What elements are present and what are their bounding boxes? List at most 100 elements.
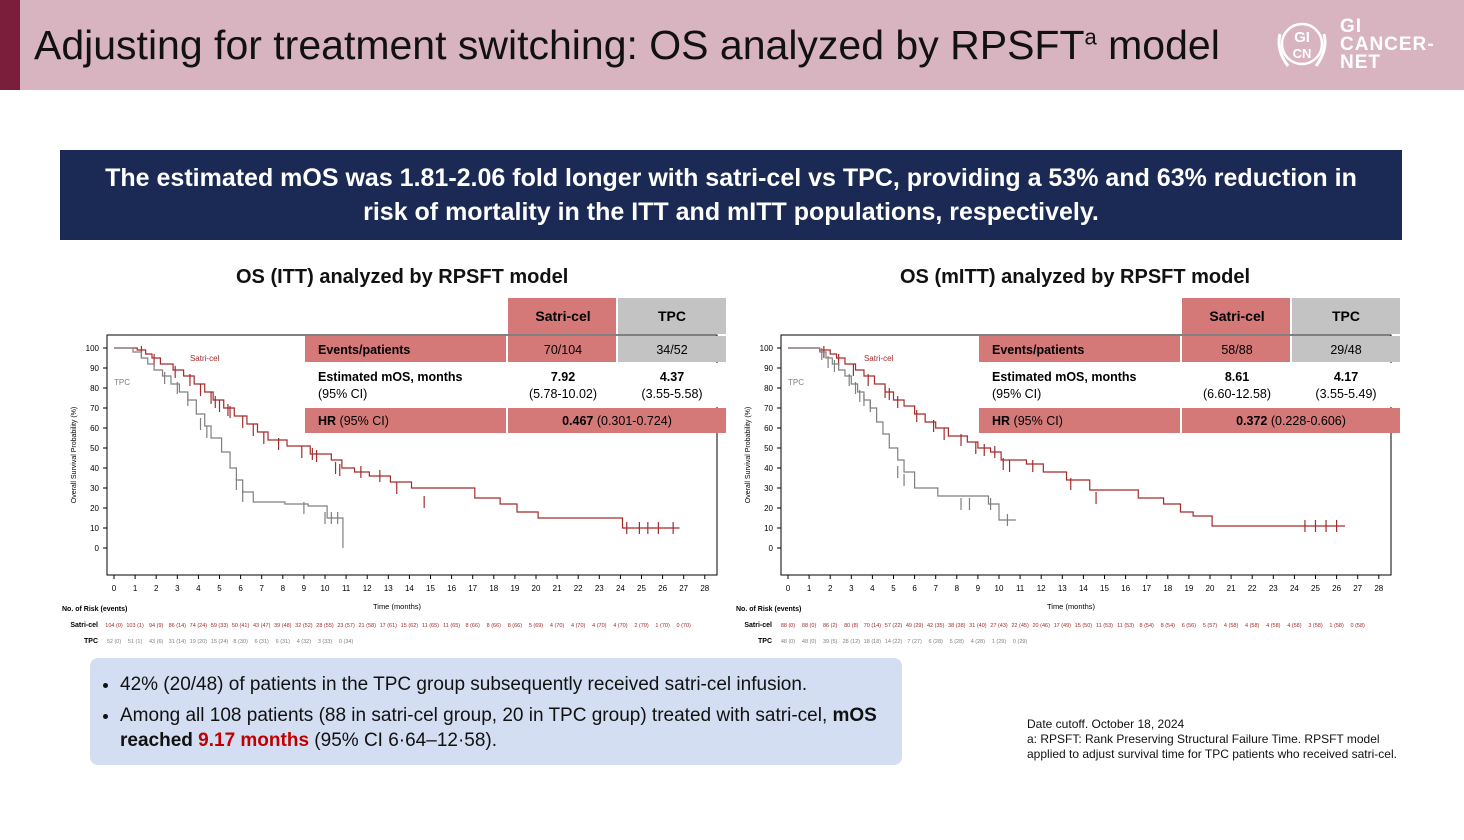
risk-tpc-value: 3 (33) [318, 639, 333, 645]
risk-satri-value: 88 (0) [802, 623, 817, 629]
x-tick-label: 4 [870, 584, 875, 593]
y-tick-label: 100 [760, 344, 774, 353]
satri-survival-curve [114, 347, 680, 529]
risk-satri-value: 21 (58) [358, 623, 376, 629]
risk-satri-value: 4 (58) [1266, 623, 1281, 629]
row-hr-label: HR (95% CI) [318, 414, 389, 428]
row-hr-value: 0.467 (0.301-0.724) [562, 414, 672, 428]
x-tick-label: 12 [363, 584, 372, 593]
risk-satri-value: 8 (66) [487, 623, 502, 629]
x-tick-label: 27 [679, 584, 688, 593]
risk-satri-value: 17 (61) [380, 623, 398, 629]
x-tick-label: 0 [112, 584, 117, 593]
risk-tpc-value: 48 (0) [802, 639, 817, 645]
risk-satri-value: 4 (58) [1224, 623, 1239, 629]
table-header-satri-label: Satri-cel [535, 308, 590, 324]
x-tick-label: 21 [553, 584, 562, 593]
risk-tpc-value: 8 (30) [233, 639, 248, 645]
y-tick-label: 30 [90, 484, 99, 493]
y-tick-label: 40 [764, 464, 773, 473]
tpc-curve-label: TPC [114, 378, 130, 387]
info-bullet-1: 42% (20/48) of patients in the TPC group… [120, 672, 902, 697]
x-tick-label: 2 [154, 584, 159, 593]
risk-satri-value: 6 (56) [1182, 623, 1197, 629]
risk-satri-value: 28 (55) [316, 623, 334, 629]
y-tick-label: 80 [764, 384, 773, 393]
risk-satri-value: 4 (70) [571, 623, 586, 629]
key-finding-banner: The estimated mOS was 1.81-2.06 fold lon… [60, 150, 1402, 240]
x-tick-label: 27 [1353, 584, 1362, 593]
table-header-tpc-label: TPC [1332, 308, 1360, 324]
risk-satri-value: 103 (1) [126, 623, 144, 629]
risk-satri-value: 23 (57) [337, 623, 355, 629]
risk-satri-value: 38 (38) [948, 623, 966, 629]
tpc-curve-label: TPC [788, 378, 804, 387]
x-tick-label: 4 [196, 584, 201, 593]
risk-satri-value: 86 (14) [169, 623, 187, 629]
risk-satri-value: 1 (70) [655, 623, 670, 629]
risk-satri-value: 8 (66) [466, 623, 481, 629]
risk-satri-value: 17 (49) [1054, 623, 1072, 629]
row-events-satri: 70/104 [544, 343, 582, 357]
y-tick-label: 10 [90, 524, 99, 533]
header-bar: Adjusting for treatment switching: OS an… [0, 0, 1464, 90]
row-mos-bg [305, 363, 726, 407]
satri-survival-curve [788, 347, 1346, 527]
x-tick-label: 25 [637, 584, 646, 593]
risk-satri-value: 8 (54) [1161, 623, 1176, 629]
risk-satri-value: 4 (70) [613, 623, 628, 629]
x-tick-label: 28 [1374, 584, 1383, 593]
x-tick-label: 14 [405, 584, 414, 593]
x-tick-label: 23 [595, 584, 604, 593]
risk-satri-value: 0 (58) [1351, 623, 1366, 629]
y-tick-label: 70 [90, 404, 99, 413]
x-tick-label: 17 [468, 584, 477, 593]
x-tick-label: 8 [955, 584, 960, 593]
row-mos-tpc: 4.37 [660, 370, 684, 384]
risk-tpc-value: 52 (0) [107, 639, 122, 645]
risk-tpc-value: 51 (1) [128, 639, 143, 645]
x-tick-label: 23 [1269, 584, 1278, 593]
x-tick-label: 28 [700, 584, 709, 593]
risk-satri-value: 11 (65) [422, 623, 439, 629]
risk-satri-value: 4 (70) [550, 623, 565, 629]
risk-satri-value: 22 (45) [1011, 623, 1029, 629]
x-tick-label: 10 [321, 584, 330, 593]
risk-tpc-value: 19 (20) [190, 639, 208, 645]
risk-satri-value: 5 (57) [1203, 623, 1218, 629]
risk-satri-value: 94 (9) [149, 623, 164, 629]
row-events-label: Events/patients [318, 343, 410, 357]
row-hr-value: 0.372 (0.228-0.606) [1236, 414, 1346, 428]
row-mos-tpc: 4.17 [1334, 370, 1358, 384]
risk-satri-value: 15 (62) [401, 623, 419, 629]
risk-satri-value: 4 (58) [1287, 623, 1302, 629]
x-tick-label: 18 [489, 584, 498, 593]
risk-tpc-value: 0 (34) [339, 639, 354, 645]
row-mos-tpc-ci: (3.55-5.49) [1315, 387, 1376, 401]
row-mos-satri: 7.92 [551, 370, 575, 384]
risk-tpc-value: 48 (0) [781, 639, 796, 645]
tpc-survival-curve [788, 347, 1016, 521]
y-tick-label: 20 [90, 504, 99, 513]
risk-satri-value: 4 (70) [592, 623, 607, 629]
y-tick-label: 0 [769, 544, 774, 553]
info-box: 42% (20/48) of patients in the TPC group… [90, 658, 902, 765]
y-tick-label: 80 [90, 384, 99, 393]
risk-satri-value: 5 (69) [529, 623, 544, 629]
footnote: Date cutoff. October 18, 2024 a: RPSFT: … [1027, 717, 1397, 761]
y-tick-label: 50 [90, 444, 99, 453]
page-title: Adjusting for treatment switching: OS an… [34, 22, 1220, 68]
risk-table-title: No. of Risk (events) [62, 606, 127, 613]
risk-satri-value: 11 (53) [1096, 623, 1113, 629]
row-mos-sublabel: (95% CI) [318, 387, 367, 401]
x-tick-label: 2 [828, 584, 833, 593]
chart-title-mitt: OS (mITT) analyzed by RPSFT model [900, 266, 1251, 288]
x-tick-label: 9 [976, 584, 981, 593]
svg-text:GI: GI [1294, 29, 1310, 46]
x-tick-label: 13 [1058, 584, 1067, 593]
risk-tpc-value: 4 (28) [971, 639, 986, 645]
y-tick-label: 0 [95, 544, 100, 553]
x-tick-label: 25 [1311, 584, 1320, 593]
svg-text:CN: CN [1293, 46, 1312, 61]
